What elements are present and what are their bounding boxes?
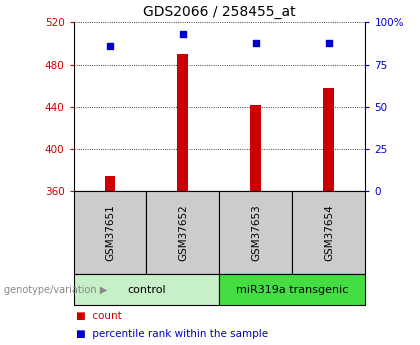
Bar <box>74 274 220 305</box>
Bar <box>250 105 261 191</box>
Bar <box>74 191 147 274</box>
Text: GSM37652: GSM37652 <box>178 205 188 261</box>
Bar <box>323 88 334 191</box>
Title: GDS2066 / 258455_at: GDS2066 / 258455_at <box>143 4 296 19</box>
Bar <box>178 54 189 191</box>
Bar <box>105 176 116 191</box>
Text: ■  count: ■ count <box>76 312 121 322</box>
Text: GSM37653: GSM37653 <box>251 205 261 261</box>
Text: GSM37654: GSM37654 <box>324 205 334 261</box>
Text: GSM37651: GSM37651 <box>105 205 115 261</box>
Bar <box>220 191 292 274</box>
Text: ■  percentile rank within the sample: ■ percentile rank within the sample <box>76 329 268 339</box>
Point <box>252 40 259 46</box>
Point <box>326 40 332 46</box>
Point <box>107 43 113 49</box>
Bar <box>147 191 220 274</box>
Text: miR319a transgenic: miR319a transgenic <box>236 285 349 295</box>
Bar <box>292 191 365 274</box>
Text: genotype/variation ▶: genotype/variation ▶ <box>4 285 108 295</box>
Bar <box>220 274 365 305</box>
Text: control: control <box>127 285 166 295</box>
Point <box>180 31 186 37</box>
